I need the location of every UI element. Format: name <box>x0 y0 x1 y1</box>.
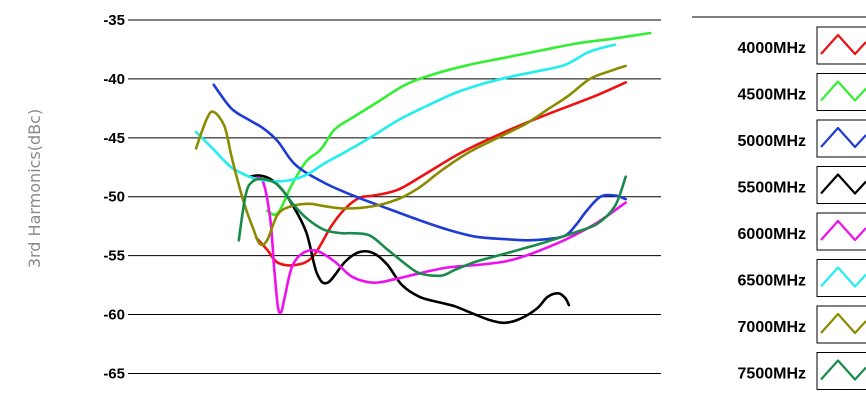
legend-swatch-box <box>816 305 866 344</box>
series-line-6000mhz <box>255 176 627 315</box>
legend-swatch-line <box>820 359 866 381</box>
legend-swatch-box <box>816 119 866 158</box>
y-axis-label: 3rd Harmonics(dBc) <box>25 109 44 268</box>
legend-label-7500mhz: 7500MHz <box>738 366 806 383</box>
legend-swatch-box <box>816 352 866 390</box>
legend-swatch-box <box>816 73 866 111</box>
y-tick-label: -35 <box>103 12 125 29</box>
y-tick-label: -60 <box>103 307 125 324</box>
legend-label-5000mhz: 5000MHz <box>738 133 806 150</box>
legend-label-5500mhz: 5500MHz <box>738 180 806 197</box>
legend-swatch-box <box>816 166 866 204</box>
legend-label-6000mhz: 6000MHz <box>738 226 806 243</box>
legend-swatch-line <box>820 80 866 102</box>
legend-label-7000mhz: 7000MHz <box>738 319 806 336</box>
legend-label-4000mhz: 4000MHz <box>738 40 806 57</box>
series-line-5000mhz <box>212 83 627 242</box>
y-tick-label: -50 <box>103 189 125 206</box>
legend-label-4500mhz: 4500MHz <box>738 87 806 104</box>
legend-swatch-line <box>820 312 866 335</box>
series-line-7500mhz <box>237 175 627 278</box>
legend-swatch-line <box>820 126 866 149</box>
legend-swatch-line <box>820 33 866 56</box>
legend-swatch-box <box>816 259 866 297</box>
legend-swatch-box <box>816 26 866 65</box>
legend-swatch-line <box>820 173 866 195</box>
legend-swatch-box <box>816 212 866 251</box>
legend-label-6500mhz: 6500MHz <box>738 273 806 290</box>
legend-swatch-line <box>820 266 866 288</box>
y-tick-label: -65 <box>103 365 125 382</box>
y-tick-label: -55 <box>103 248 125 265</box>
legend-swatch-line <box>820 219 866 242</box>
series-line-4500mhz <box>265 31 652 216</box>
series-line-7000mhz <box>194 64 627 247</box>
series-line-6500mhz <box>194 43 617 183</box>
y-tick-label: -45 <box>103 130 125 147</box>
y-tick-label: -40 <box>103 71 125 88</box>
